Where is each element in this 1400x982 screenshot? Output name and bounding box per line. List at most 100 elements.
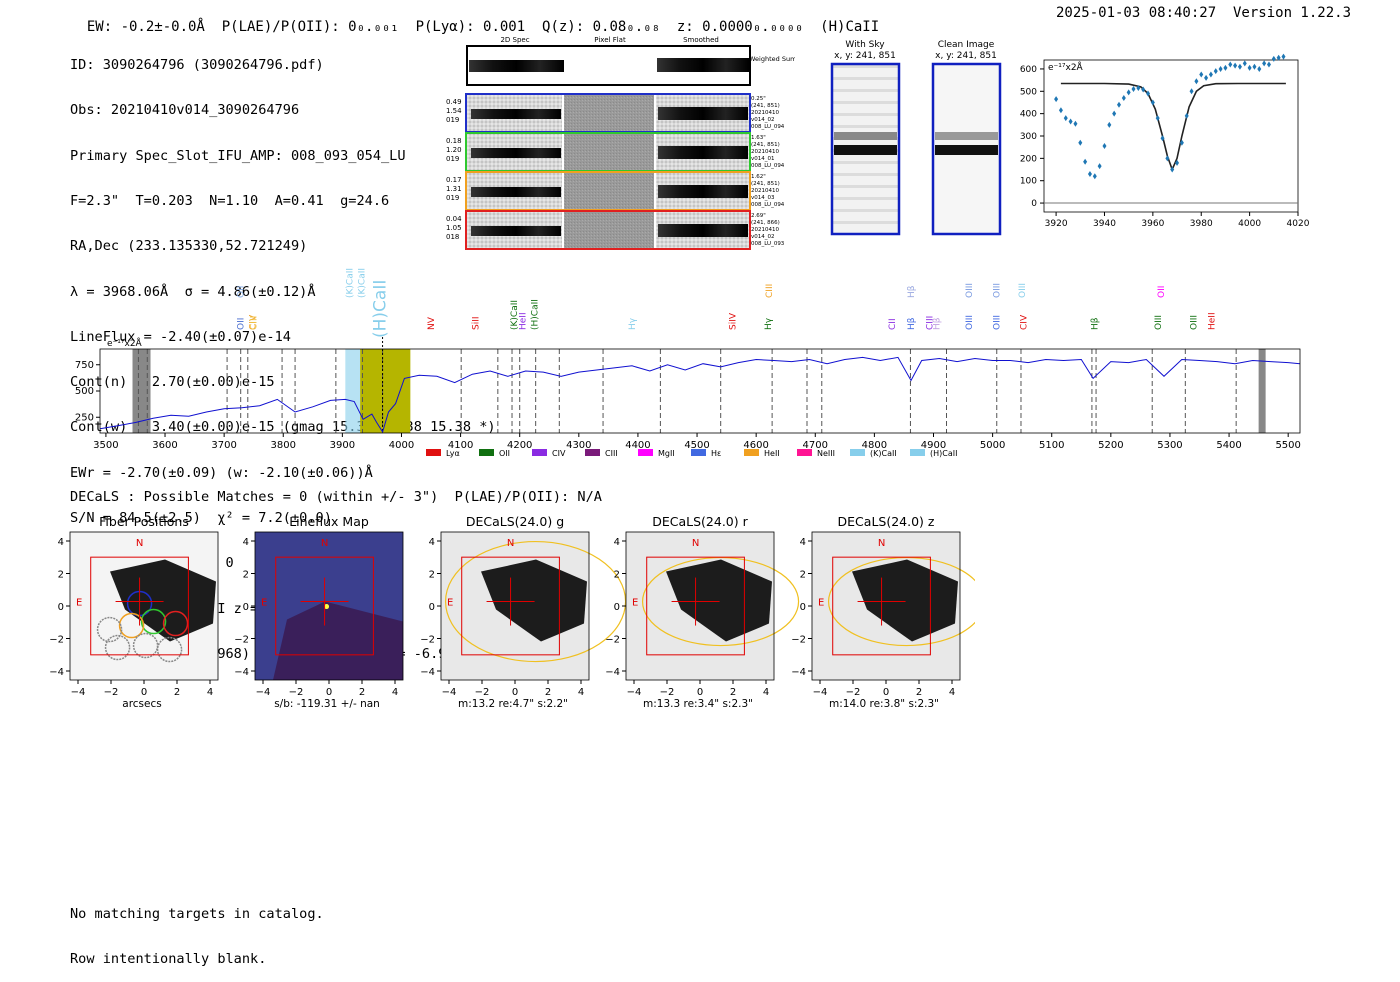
masked-region-right bbox=[1258, 349, 1266, 433]
spectrum-unit-label: e⁻¹⁷x2Å bbox=[107, 337, 143, 349]
zoom-data-point bbox=[1276, 54, 1281, 61]
zoom-data-point bbox=[1155, 115, 1160, 122]
spectrum-x-tick-label: 4900 bbox=[921, 440, 946, 451]
east-label: E bbox=[818, 598, 824, 609]
decals-y-tick-label: 2 bbox=[614, 570, 620, 581]
info-lambda-sigma: λ = 3968.06Å σ = 4.86(±0.12)Å bbox=[70, 283, 316, 300]
zoom-x-tick-label: 4000 bbox=[1238, 219, 1261, 229]
footer-notes: No matching targets in catalog. Row inte… bbox=[70, 877, 324, 982]
decals-panel-title: DECaLS(24.0) r bbox=[652, 514, 748, 529]
emission-line-label: HeII bbox=[519, 312, 529, 330]
spec2d-col-header-flat: Pixel Flat bbox=[594, 36, 626, 44]
header-text: EW: -0.2±-0.0Å P(LAE)/P(OII): 0₀.₀₀₁ P(L… bbox=[86, 19, 880, 35]
north-label: N bbox=[321, 538, 328, 549]
decals-x-tick-label: −4 bbox=[813, 687, 828, 698]
zoom-x-tick-label: 3980 bbox=[1190, 219, 1213, 229]
spec2d-row-stat: 019 bbox=[446, 155, 459, 163]
decals-y-tick-label: 2 bbox=[800, 570, 806, 581]
spec2d-row-frame bbox=[465, 210, 751, 250]
spectrum-x-tick-label: 5200 bbox=[1098, 440, 1123, 451]
decals-panel-title: DECaLS(24.0) z bbox=[838, 514, 935, 529]
spec2d-row-meta: 008_LU_094 bbox=[751, 124, 785, 130]
spec2d-row-stat: 1.54 bbox=[446, 107, 462, 115]
spectrum-x-tick-label: 4800 bbox=[862, 440, 887, 451]
spec2d-row-meta: v014_02 bbox=[751, 117, 775, 123]
decals-y-tick-label: −4 bbox=[791, 667, 806, 678]
zoom-fit-line bbox=[1060, 82, 1286, 172]
decals-x-tick-label: 0 bbox=[326, 687, 332, 698]
spec2d-row-meta: 20210410 bbox=[751, 188, 779, 194]
spectrum-x-tick-label: 4000 bbox=[389, 440, 414, 451]
spec2d-row-stat: 1.31 bbox=[446, 185, 462, 193]
spec2d-row-meta: (241, 866) bbox=[751, 220, 780, 226]
kcaii-band bbox=[345, 349, 361, 433]
spectrum-x-tick-label: 3500 bbox=[93, 440, 118, 451]
emission-line-label: OIII bbox=[1154, 315, 1164, 330]
spec2d-row-stat: 019 bbox=[446, 116, 459, 124]
spec2d-row-meta: 1.63" bbox=[751, 135, 766, 141]
footer-line-1: No matching targets in catalog. bbox=[70, 906, 324, 922]
decals-y-tick-label: 4 bbox=[800, 537, 806, 548]
legend-swatch bbox=[850, 449, 865, 456]
decals-panel-caption: m:14.0 re:3.8" s:2.3" bbox=[829, 698, 939, 710]
decals-x-tick-label: 0 bbox=[697, 687, 703, 698]
legend-swatch bbox=[744, 449, 759, 456]
emission-line-label: NV bbox=[427, 316, 437, 330]
spec2d-row-meta: 008_LU_094 bbox=[751, 202, 785, 208]
spectrum-x-tick-label: 3600 bbox=[152, 440, 177, 451]
emission-line-label: HeII bbox=[1207, 312, 1217, 330]
decals-x-tick-label: 4 bbox=[578, 687, 584, 698]
emission-line-label: Hβ bbox=[1090, 317, 1100, 330]
emission-line-label: OII bbox=[1157, 286, 1167, 298]
spec2d-row-meta: v014_03 bbox=[751, 195, 775, 201]
legend-swatch bbox=[691, 449, 706, 456]
spectrum-x-tick-label: 3800 bbox=[271, 440, 296, 451]
decals-y-tick-label: 2 bbox=[429, 570, 435, 581]
info-ewr: EWr = -2.70(±0.09) (w: -2.10(±0.06))Å bbox=[70, 464, 373, 481]
decals-x-tick-label: 0 bbox=[512, 687, 518, 698]
spectrum-x-tick-label: 3900 bbox=[330, 440, 355, 451]
north-label: N bbox=[136, 538, 143, 549]
legend-label: Lyα bbox=[446, 449, 460, 458]
zoom-data-point bbox=[1107, 121, 1112, 128]
legend-entry: NeIII bbox=[797, 449, 835, 458]
zoom-data-point bbox=[1266, 61, 1271, 68]
spectrum-x-tick-label: 5000 bbox=[980, 440, 1005, 451]
decals-panel-caption: s/b: -119.31 +/- nan bbox=[274, 698, 380, 710]
emission-line-label: (H)CaII bbox=[530, 299, 540, 330]
footer-line-2: Row intentionally blank. bbox=[70, 951, 267, 967]
aperture-box bbox=[275, 556, 374, 656]
decals-x-tick-label: 2 bbox=[730, 687, 736, 698]
emission-line-label: SiII bbox=[471, 316, 481, 330]
spec2d-row-stat: 0.18 bbox=[446, 137, 462, 145]
spec2d-row-stat: 1.20 bbox=[446, 146, 462, 154]
fiber-circle bbox=[156, 636, 183, 663]
decals-panel: Fiber Positions N E −4 −2 0 2 4 4 2 0 −2 −4 arcsecs bbox=[49, 514, 219, 710]
legend-entry: (K)CaII bbox=[850, 449, 897, 458]
emission-line-label: OII bbox=[237, 286, 247, 298]
info-lineflux: LineFlux = -2.40(±0.07)e-14 bbox=[70, 328, 291, 345]
smoothed-trace bbox=[658, 224, 748, 237]
decals-panel-title: Lineflux Map bbox=[289, 514, 369, 529]
zoom-data-point bbox=[1271, 55, 1276, 62]
fiber-circle bbox=[132, 632, 159, 659]
spectrum-line bbox=[99, 356, 1301, 434]
emission-line-label: (H)CaII bbox=[371, 280, 391, 338]
zoom-data-point bbox=[1097, 163, 1102, 170]
zoom-data-point bbox=[1228, 61, 1233, 68]
zoom-data-point bbox=[1247, 64, 1252, 71]
with-sky-coord: x, y: 241, 851 bbox=[834, 51, 896, 61]
emission-line-label: OIII bbox=[1190, 315, 1200, 330]
emission-line-label: (K)CaII bbox=[510, 300, 520, 330]
info-fiber-params: F=2.3" T=0.203 N=1.10 A=0.41 g=24.6 bbox=[70, 193, 390, 210]
zoom-data-point bbox=[1281, 53, 1286, 60]
emission-line-label: OIII bbox=[993, 315, 1003, 330]
decals-x-tick-label: 2 bbox=[174, 687, 180, 698]
clean-image-title: Clean Image bbox=[938, 40, 995, 50]
